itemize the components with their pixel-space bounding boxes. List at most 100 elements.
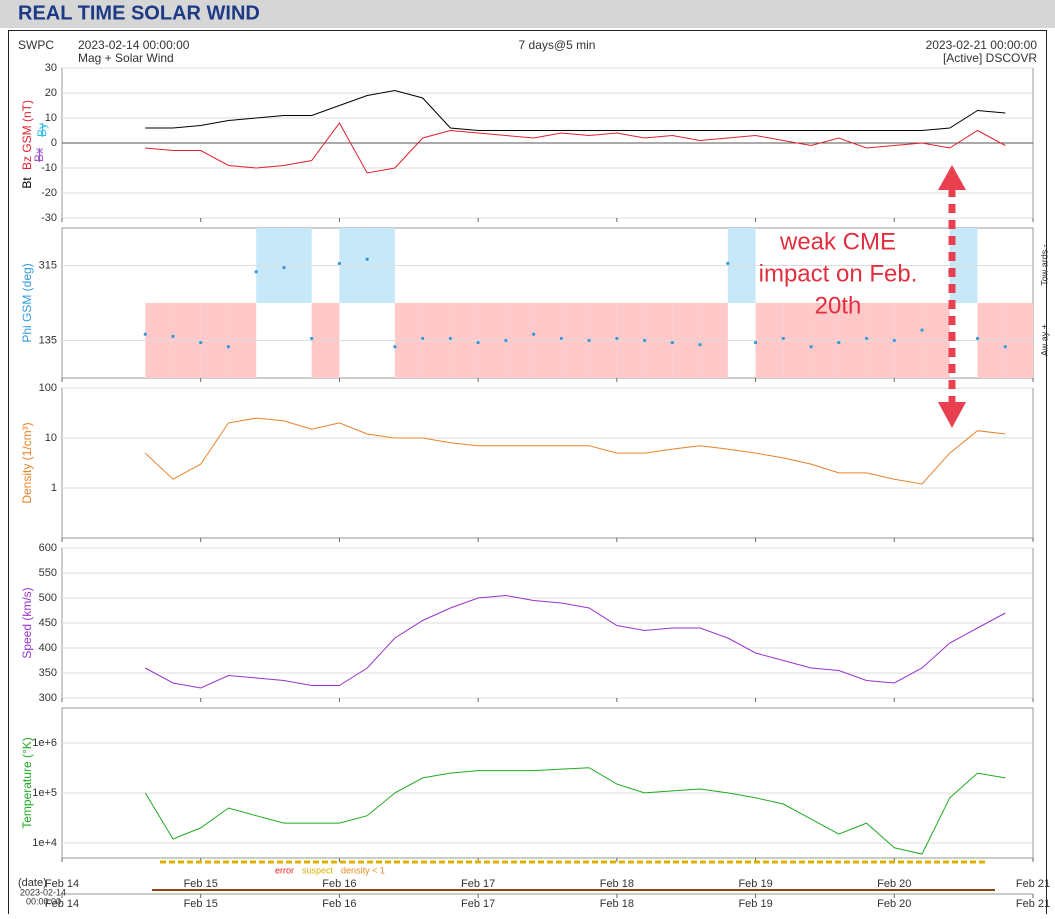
data-line [144,594,1006,689]
x-tick-label: Feb 17 [461,878,495,890]
x-tick-label: Feb 14 [45,878,79,890]
y-tick-label: -20 [41,187,57,199]
data-point [670,340,674,345]
data-line [144,417,1006,485]
end-time: 2023-02-21 00:00:00 [926,38,1038,52]
sector-label: Aw ay + [1039,324,1049,356]
data-point [476,340,480,345]
y-tick-label: 10 [45,112,57,124]
y-axis-label: Temperature (°K) [20,737,34,829]
y-tick-label: 10 [45,432,57,444]
y-tick-label: 1e+6 [32,737,57,749]
annotation-text: weak CME [779,228,896,255]
data-point [920,328,924,332]
y-tick-label: 135 [39,334,57,346]
sector-label: Tow ards - [1039,244,1049,286]
data-line [145,122,1006,174]
page-title: REAL TIME SOLAR WIND [18,2,260,24]
product: Mag + Solar Wind [78,51,174,65]
y-tick-label: 400 [39,642,57,654]
x-tick-label: Feb 15 [184,898,218,910]
y-tick-label: 350 [39,667,57,679]
y-tick-label: 20 [45,87,57,99]
data-point [809,345,813,349]
data-point [226,345,231,349]
y-tick-label: 1 [51,482,57,494]
title-bar [0,0,1055,28]
y-tick-label: 600 [39,542,57,554]
data-point [504,338,508,343]
data-point [1003,345,1007,349]
annotation [938,165,966,428]
data-point [698,343,702,347]
legend-entry: Bz GSM (nT) [20,100,34,170]
data-point [781,336,785,341]
x-tick-label: Feb 18 [600,898,634,910]
y-tick-label: 0 [51,137,57,149]
annotation-text: 20th [815,292,862,319]
data-point [448,336,452,341]
y-tick-label: 100 [39,382,57,394]
date-label: (date) [18,877,47,889]
panel: 300 350 400 450 500 550 600 Speed (km/s) [20,542,1034,704]
data-line [144,767,1006,855]
data-point [837,340,841,345]
y-axis-label: Phi GSM (deg) [20,263,34,342]
x-tick-label: Feb 17 [461,898,495,910]
data-point [143,332,147,336]
data-point [421,336,425,341]
y-tick-label: -30 [41,212,57,224]
y-tick-label: 500 [39,592,57,604]
panels: -30 -20 -10 0 10 20 30 Bt Bz GSM (nT)Bx By Tow ard… [20,62,1049,862]
x-tick-label: Feb 19 [738,878,772,890]
flag-legend: error [275,865,294,875]
data-line [145,89,1006,131]
x-tick-label: Feb 18 [600,878,634,890]
data-point [615,336,619,341]
x-tick-label: Feb 21 [1016,898,1050,910]
data-point [310,336,314,341]
y-tick-label: 315 [39,259,57,271]
legend-entry: Bt [20,177,34,189]
y-axis-label: Speed (km/s) [20,587,34,658]
legend-entry-inactive: Bx [32,148,46,162]
y-tick-label: 1e+5 [32,787,57,799]
arrow-head [938,402,966,428]
data-point [559,336,563,341]
data-point [753,340,758,345]
data-point [337,261,342,266]
data-point [282,265,286,270]
panel: -30 -20 -10 0 10 20 30 Bt Bz GSM (nT)Bx By [20,62,1034,224]
data-point [975,336,980,341]
flag-legend: suspect [302,865,334,875]
panel: 1 10 100 Density (1/cm³) [20,382,1034,542]
flag-legend: density < 1 [341,865,385,875]
y-tick-label: 550 [39,567,57,579]
start-time: 2023-02-14 00:00:00 [78,38,190,52]
annotation-text: impact on Feb. [759,260,918,287]
x-tick-label: Feb 20 [877,878,911,890]
y-tick-label: 30 [45,62,57,74]
plot-area [61,707,1034,859]
y-tick-label: 450 [39,617,57,629]
panel: Tow ards - Aw ay + 135 315 Phi GSM (deg) [20,227,1049,382]
start-clock: 00:00:00 [26,896,61,906]
x-tick-label: Feb 14 [45,898,79,910]
x-tick-label: Feb 20 [877,898,911,910]
y-tick-label: 300 [39,692,57,704]
data-point [864,336,869,341]
data-point [532,332,536,336]
y-tick-label: 1e+4 [32,837,57,849]
data-point [587,338,591,343]
legend-entry-inactive: By [35,123,49,137]
data-point [892,338,896,343]
x-tick-label: Feb 15 [184,878,218,890]
data-point [199,340,203,345]
x-tick-label: Feb 21 [1016,878,1050,890]
spacecraft: [Active] DSCOVR [943,51,1037,65]
data-point [254,270,258,274]
source: SWPC [18,38,54,52]
span: 7 days@5 min [519,38,596,52]
